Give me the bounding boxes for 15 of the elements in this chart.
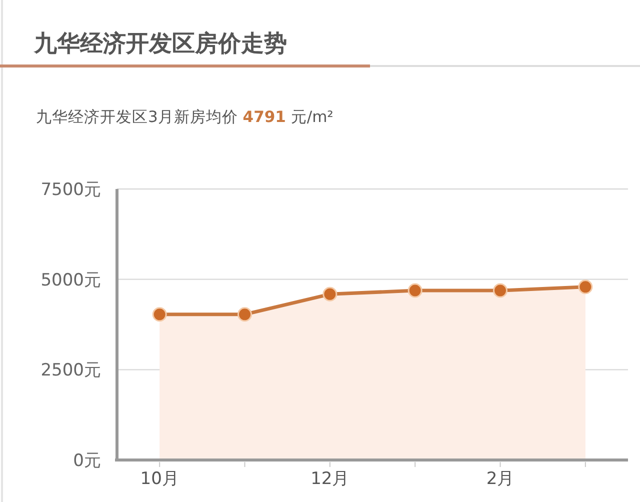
point — [578, 280, 593, 294]
y-tick-label: 0元 — [73, 451, 101, 471]
point — [238, 307, 252, 322]
y-tick-label: 5000元 — [40, 270, 101, 290]
point — [322, 286, 338, 302]
x-tick-label: 2月 — [486, 469, 514, 489]
y-tick-label: 7500元 — [40, 180, 101, 200]
x-tick-label: 12月 — [310, 469, 350, 489]
chart-subtitle: 九华经济开发区3月新房均价 4791 元/m² — [36, 108, 334, 126]
y-tick-label: 2500元 — [40, 360, 101, 381]
x-tick-label: 10月 — [140, 469, 179, 489]
point — [152, 307, 167, 322]
point — [493, 283, 508, 298]
chart-title: 九华经济开发区房价走势 — [33, 30, 287, 57]
point — [408, 283, 422, 298]
